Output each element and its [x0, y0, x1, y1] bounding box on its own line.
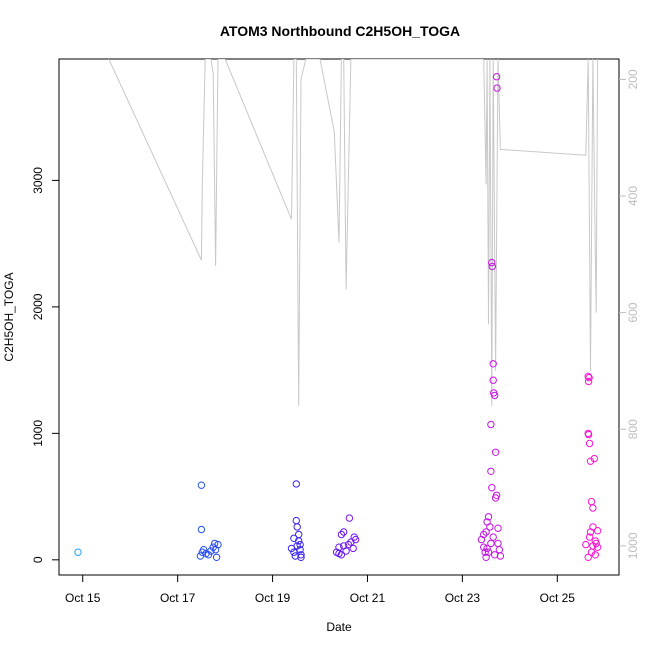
x-tick-label: Oct 19	[255, 591, 291, 605]
data-point	[494, 524, 502, 532]
y-axis-label: C2H5OH_TOGA	[2, 272, 16, 361]
right-y-tick-label: 800	[626, 419, 640, 439]
data-point	[297, 553, 305, 561]
y-tick-label: 0	[31, 556, 45, 563]
data-point	[585, 533, 594, 541]
data-point	[491, 448, 500, 456]
x-tick-label: Oct 23	[445, 591, 481, 605]
data-point	[197, 525, 206, 534]
data-point	[589, 504, 597, 512]
data-point	[483, 544, 491, 553]
data-point	[584, 553, 592, 561]
data-point	[584, 377, 593, 386]
pressure-trace	[108, 59, 599, 406]
data-point	[494, 539, 502, 548]
data-point	[586, 457, 595, 465]
data-point	[349, 544, 357, 553]
data-point	[351, 535, 360, 544]
x-tick-label: Oct 25	[540, 591, 576, 605]
data-point	[290, 548, 298, 556]
data-point	[582, 540, 590, 549]
data-point	[488, 262, 496, 271]
y-axis-left: 0 1000 2000 3000	[31, 167, 59, 563]
data-point	[337, 530, 346, 539]
data-point	[292, 480, 300, 488]
y-axis-right: 200 400 600 800 1000	[619, 69, 640, 559]
x-tick-label: Oct 21	[350, 591, 386, 605]
data-point	[344, 540, 353, 549]
data-point	[593, 543, 602, 551]
data-point	[491, 551, 499, 559]
data-point	[340, 528, 348, 536]
data-point	[492, 491, 501, 499]
data-point	[489, 376, 497, 384]
right-y-tick-label: 1000	[626, 532, 640, 559]
data-point	[593, 527, 602, 535]
data-point	[489, 533, 497, 541]
y-tick-label: 2000	[31, 293, 45, 320]
x-axis: Oct 15 Oct 17 Oct 19 Oct 21 Oct 23 Oct 25	[65, 575, 575, 605]
right-y-tick-label: 200	[626, 69, 640, 89]
data-point	[491, 391, 499, 400]
data-point	[589, 542, 597, 550]
plot-frame	[58, 58, 620, 576]
data-point	[591, 551, 599, 559]
data-point	[492, 73, 501, 81]
data-point	[335, 549, 343, 558]
data-point	[293, 542, 301, 550]
data-point	[200, 546, 208, 554]
data-point	[587, 497, 596, 506]
x-tick-label: Oct 17	[160, 591, 196, 605]
y-tick-label: 1000	[31, 420, 45, 447]
data-point	[74, 548, 82, 556]
data-point	[585, 374, 593, 382]
data-point	[487, 539, 495, 548]
data-point	[484, 513, 493, 521]
data-point	[212, 553, 221, 561]
data-point	[297, 551, 305, 559]
data-point	[204, 551, 213, 559]
data-point	[488, 258, 496, 267]
data-point	[486, 523, 494, 531]
data-point	[293, 523, 301, 531]
data-point	[197, 481, 206, 489]
data-point	[481, 548, 489, 556]
data-point	[290, 534, 298, 542]
data-point	[585, 439, 594, 448]
data-point	[493, 84, 501, 92]
data-point	[489, 360, 497, 368]
data-point	[584, 430, 593, 439]
data-point	[484, 548, 493, 556]
data-point	[496, 552, 505, 560]
data-point	[480, 543, 488, 551]
data-point	[214, 540, 222, 549]
x-axis-label: Date	[326, 620, 352, 634]
data-points	[74, 73, 602, 561]
data-point	[586, 528, 595, 536]
data-point	[207, 547, 215, 555]
data-point	[292, 516, 300, 525]
right-y-tick-label: 600	[626, 302, 640, 322]
data-point	[480, 530, 488, 539]
data-point	[495, 546, 504, 554]
y-tick-label: 3000	[31, 167, 45, 194]
x-tick-label: Oct 15	[65, 591, 101, 605]
data-point	[487, 420, 495, 429]
data-point	[340, 542, 348, 550]
chart-title: ATOM3 Northbound C2H5OH_TOGA	[220, 23, 460, 39]
data-point	[482, 528, 490, 536]
data-point	[584, 372, 592, 381]
right-y-tick-label: 400	[626, 186, 640, 206]
data-point	[487, 467, 495, 475]
data-point	[345, 514, 354, 522]
data-point	[488, 484, 496, 492]
data-point	[590, 454, 598, 463]
pressure-trace-line	[108, 59, 599, 406]
